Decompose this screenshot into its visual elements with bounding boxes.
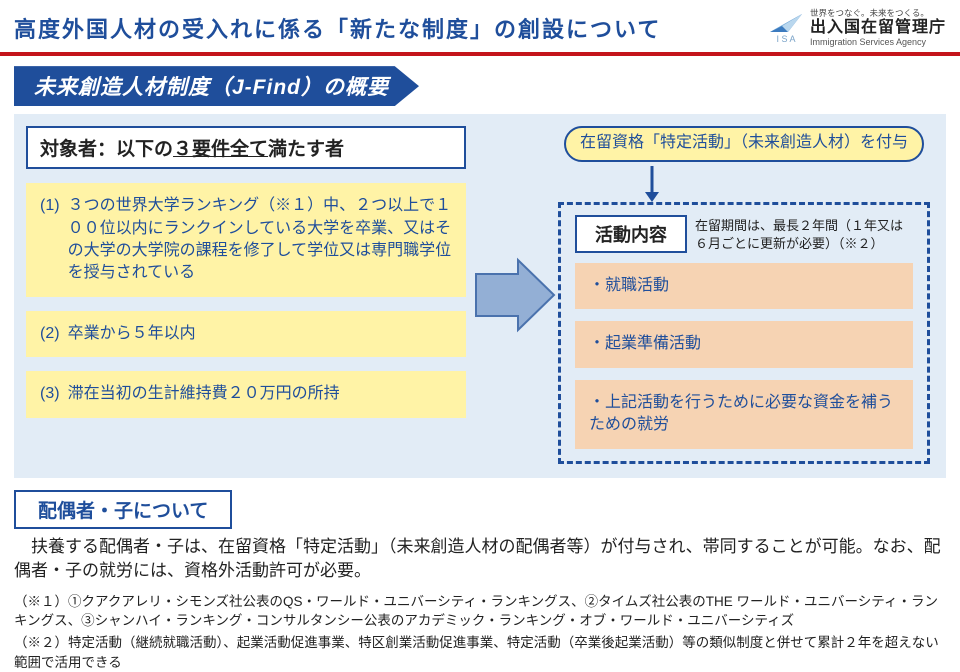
logo-isa-text: I S A xyxy=(776,34,795,44)
req-num-1: (1) xyxy=(40,195,60,285)
target-header: 対象者：以下の３要件全て満たす者 xyxy=(26,126,466,169)
req-text-1: ３つの世界大学ランキング（※１）中、２つ以上で１００位以内にランクインしている大… xyxy=(68,195,452,285)
activity-header-row: 活動内容 在留期間は、最長２年間（１年又は６月ごとに更新が必要）（※２） xyxy=(575,215,913,253)
req-text-3: 滞在当初の生計維持費２０万円の所持 xyxy=(68,383,452,405)
footnote-1-body: ①クアクアレリ・シモンズ社公表のQS・ワールド・ユニバーシティ・ランキングス、②… xyxy=(14,594,938,629)
requirements-column: 対象者：以下の３要件全て満たす者 (1) ３つの世界大学ランキング（※１）中、２… xyxy=(26,126,466,463)
target-prefix: 対象者：以下の xyxy=(40,139,173,160)
req-text-2: 卒業から５年以内 xyxy=(68,323,452,345)
target-suffix: 満たす者 xyxy=(268,139,344,160)
activity-item-3: ・上記活動を行うために必要な資金を補うための就労 xyxy=(575,380,913,449)
spouse-label: 配偶者・子について xyxy=(14,490,232,529)
section-banner: 未来創造人材制度（J-Find）の概要 xyxy=(14,66,419,106)
logo-text-block: 世界をつなぐ。未来をつくる。 出入国在留管理庁 Immigration Serv… xyxy=(810,8,946,48)
activity-label: 活動内容 xyxy=(575,215,687,253)
req-num-2: (2) xyxy=(40,323,60,345)
requirement-2: (2) 卒業から５年以内 xyxy=(26,311,466,357)
activity-item-1: ・就職活動 xyxy=(575,263,913,309)
grant-oval: 在留資格「特定活動」（未来創造人材）を付与 xyxy=(564,126,924,162)
activity-note: 在留期間は、最長２年間（１年又は６月ごとに更新が必要）（※２） xyxy=(695,215,913,252)
requirement-3: (3) 滞在当初の生計維持費２０万円の所持 xyxy=(26,371,466,417)
req-num-3: (3) xyxy=(40,383,60,405)
target-underline: ３要件全て xyxy=(173,139,268,160)
footnote-1: （※１）①クアクアレリ・シモンズ社公表のQS・ワールド・ユニバーシティ・ランキン… xyxy=(14,592,946,631)
down-arrow-icon xyxy=(644,166,660,202)
logo-tagline: 世界をつなぐ。未来をつくる。 xyxy=(810,8,946,18)
activity-box: 活動内容 在留期間は、最長２年間（１年又は６月ごとに更新が必要）（※２） ・就職… xyxy=(558,202,930,464)
requirement-1: (1) ３つの世界大学ランキング（※１）中、２つ以上で１００位以内にランクインし… xyxy=(26,183,466,297)
activity-item-2: ・起業準備活動 xyxy=(575,321,913,367)
arrow-column xyxy=(466,126,558,463)
agency-logo: I S A 世界をつなぐ。未来をつくる。 出入国在留管理庁 Immigratio… xyxy=(768,8,946,48)
logo-en: Immigration Services Agency xyxy=(810,37,946,48)
spouse-text: 扶養する配偶者・子は、在留資格「特定活動」（未来創造人材の配偶者等）が付与され、… xyxy=(14,535,946,584)
footnote-1-head: （※１） xyxy=(14,594,68,609)
footnote-2-body: 特定活動（継続就職活動）、起業活動促進事業、特区創業活動促進事業、特定活動（卒業… xyxy=(14,635,939,670)
page-title: 高度外国人材の受入れに係る「新たな制度」の創設について xyxy=(14,12,661,44)
overview-panel: 対象者：以下の３要件全て満たす者 (1) ３つの世界大学ランキング（※１）中、２… xyxy=(14,114,946,477)
outcome-column: 在留資格「特定活動」（未来創造人材）を付与 活動内容 在留期間は、最長２年間（１… xyxy=(558,126,930,463)
footnote-2: （※２）特定活動（継続就職活動）、起業活動促進事業、特区創業活動促進事業、特定活… xyxy=(14,633,946,672)
paper-plane-icon xyxy=(768,12,804,34)
right-arrow-icon xyxy=(472,256,558,334)
page-header: 高度外国人材の受入れに係る「新たな制度」の創設について I S A 世界をつなぐ… xyxy=(0,0,960,56)
logo-jp: 出入国在留管理庁 xyxy=(810,18,946,37)
logo-mark: I S A xyxy=(768,12,804,44)
footnote-2-head: （※２） xyxy=(14,635,68,650)
